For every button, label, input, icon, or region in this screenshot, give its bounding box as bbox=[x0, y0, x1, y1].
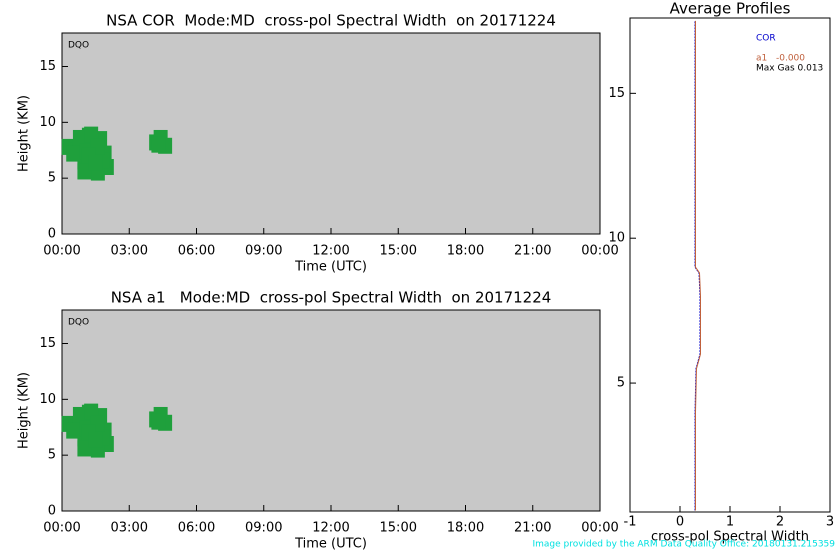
y-tick-label: 10 bbox=[39, 115, 56, 130]
echo bbox=[66, 145, 81, 162]
chart-title: NSA a1 Mode:MD cross-pol Spectral Width … bbox=[111, 289, 552, 307]
y-tick-label: 15 bbox=[608, 86, 625, 101]
y-tick-label: 10 bbox=[608, 231, 625, 246]
footer: Image provided by the ARM Data Quality O… bbox=[532, 540, 835, 550]
x-tick-label: 00:00 bbox=[43, 244, 80, 259]
plot-area bbox=[629, 17, 831, 513]
x-tick-label: 06:00 bbox=[178, 244, 215, 259]
x-tick-label: 00:00 bbox=[43, 521, 80, 536]
panel-label: DQO bbox=[68, 41, 89, 51]
annotation: -0.000 bbox=[776, 54, 805, 64]
x-tick-label: 18:00 bbox=[447, 521, 484, 536]
echo bbox=[88, 154, 103, 171]
x-tick-label: 00:00 bbox=[581, 521, 618, 536]
x-axis-label: cross-pol Spectral Width bbox=[651, 530, 809, 545]
echo bbox=[66, 422, 81, 439]
chart-title: Average Profiles bbox=[670, 0, 791, 18]
y-tick-label: 5 bbox=[48, 448, 56, 463]
plot-area bbox=[61, 32, 601, 235]
profile-line bbox=[695, 20, 701, 511]
panel-label: DQO bbox=[68, 318, 89, 328]
y-tick-label: 0 bbox=[48, 227, 56, 242]
echo bbox=[151, 136, 166, 153]
x-tick-label: 12:00 bbox=[312, 244, 349, 259]
y-tick-label: 15 bbox=[39, 336, 56, 351]
x-tick-label: 03:00 bbox=[111, 521, 148, 536]
y-tick-label: 5 bbox=[617, 376, 625, 391]
x-tick-label: 18:00 bbox=[447, 244, 484, 259]
x-tick-label: 09:00 bbox=[245, 244, 282, 259]
echo bbox=[77, 440, 92, 457]
x-tick-label: 15:00 bbox=[380, 244, 417, 259]
x-tick-label: 0 bbox=[676, 515, 684, 530]
x-tick-label: 15:00 bbox=[380, 521, 417, 536]
legend-entry: COR bbox=[756, 34, 776, 44]
annotation: Max Gas 0.013 bbox=[756, 64, 823, 74]
echo bbox=[151, 413, 166, 430]
echo bbox=[84, 126, 99, 143]
echo bbox=[84, 403, 99, 420]
y-tick-label: 10 bbox=[39, 392, 56, 407]
x-axis-label: Time (UTC) bbox=[294, 260, 367, 275]
x-tick-label: 2 bbox=[776, 515, 784, 530]
x-tick-label: 06:00 bbox=[178, 521, 215, 536]
y-tick-label: 0 bbox=[48, 504, 56, 519]
y-tick-label: 15 bbox=[39, 59, 56, 74]
x-tick-label: 21:00 bbox=[514, 521, 551, 536]
y-axis-label: Height (KM) bbox=[17, 372, 32, 449]
x-tick-label: 1 bbox=[726, 515, 734, 530]
chart-title: NSA COR Mode:MD cross-pol Spectral Width… bbox=[106, 12, 556, 30]
y-tick-label: 5 bbox=[48, 171, 56, 186]
x-tick-label: 09:00 bbox=[245, 521, 282, 536]
plot-area bbox=[61, 309, 601, 512]
echo bbox=[72, 406, 87, 423]
y-axis-label: Height (KM) bbox=[17, 95, 32, 172]
x-tick-label: 03:00 bbox=[111, 244, 148, 259]
x-tick-label: 21:00 bbox=[514, 244, 551, 259]
echo bbox=[72, 129, 87, 146]
x-axis-label: Time (UTC) bbox=[294, 537, 367, 550]
x-tick-label: -1 bbox=[624, 515, 637, 530]
x-tick-label: 00:00 bbox=[581, 244, 618, 259]
echo bbox=[77, 163, 92, 180]
x-tick-label: 3 bbox=[826, 515, 834, 530]
echo bbox=[88, 431, 103, 448]
legend-entry: a1 bbox=[756, 54, 767, 64]
x-tick-label: 12:00 bbox=[312, 521, 349, 536]
